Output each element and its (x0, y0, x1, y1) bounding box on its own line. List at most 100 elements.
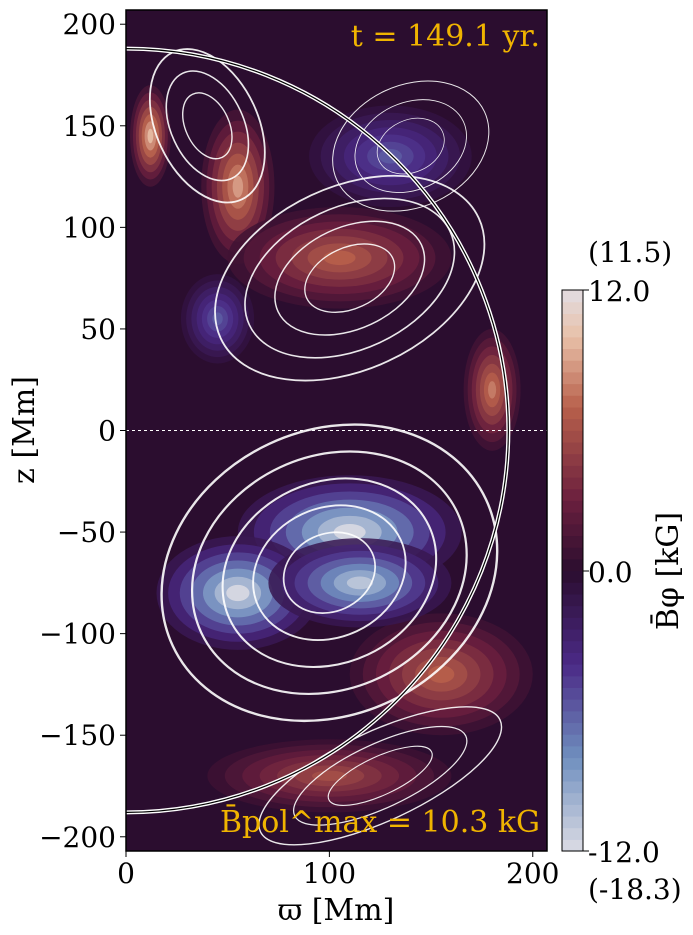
colorbar-band (562, 418, 583, 431)
colorbar-band (562, 371, 583, 385)
field-blob-positive (488, 381, 497, 399)
x-axis-ticks: 0 100 200 (117, 851, 559, 890)
x-tick-label: 0 (117, 857, 135, 890)
colorbar-band (562, 804, 583, 817)
y-tick-label: −200 (39, 821, 116, 854)
colorbar-band (562, 780, 583, 794)
plot-area (125, 9, 548, 852)
colorbar-band (562, 769, 583, 782)
y-tick-label: 50 (80, 313, 116, 346)
colorbar-band (562, 593, 583, 607)
field-blob-positive (311, 770, 347, 782)
colorbar-band (562, 453, 583, 466)
colorbar-gradient (561, 289, 584, 852)
streamline (182, 92, 233, 160)
streamline (332, 80, 490, 212)
colorbar-label: B̄φ [kG] (650, 512, 686, 630)
colorbar-band (562, 395, 583, 408)
field-blob-negative (333, 523, 366, 541)
boundary-circle-inner (126, 48, 509, 813)
field-blob-negative (346, 576, 373, 590)
colorbar-band (562, 617, 583, 630)
colorbar-band (562, 360, 583, 373)
colorbar-band (562, 628, 583, 642)
boundary (126, 46, 547, 815)
colorbar-band (562, 301, 583, 314)
colorbar-band (562, 512, 583, 525)
streamline (258, 706, 503, 846)
y-tick-label: 200 (63, 8, 116, 41)
colorbar-band (562, 699, 583, 712)
x-tick-label: 100 (303, 857, 356, 890)
colorbar-min-label: -12.0 (588, 836, 660, 869)
colorbar-band (562, 745, 583, 759)
streamline (214, 174, 486, 382)
streamlines (148, 48, 503, 846)
streamline (274, 220, 426, 336)
x-axis-label: ϖ [Mm] (278, 893, 395, 928)
y-tick-label: 150 (63, 110, 116, 143)
streamline (221, 477, 438, 668)
streamline (354, 99, 467, 194)
y-tick-label: −100 (39, 618, 116, 651)
x-tick-label: 200 (506, 857, 559, 890)
streamline (190, 450, 468, 696)
colorbar-band (562, 675, 583, 688)
bpol-max-annotation: B̄pol^max = 10.3 kG (220, 804, 540, 840)
streamline (327, 745, 433, 806)
colorbar-band (562, 722, 583, 735)
y-tick-label: −150 (39, 719, 116, 752)
streamline (282, 531, 376, 614)
field-blob-positive (323, 250, 356, 266)
colorbar-band (562, 336, 583, 350)
colorbar-band (562, 348, 583, 361)
colorbar-band (562, 430, 583, 443)
colorbar-band (562, 547, 583, 560)
field-blobs (130, 85, 533, 813)
streamline (376, 117, 445, 175)
field-blob-negative (212, 312, 223, 326)
field-blob-positive (232, 175, 244, 198)
streamline (160, 423, 499, 723)
colorbar-band (562, 523, 583, 537)
colorbar-band (562, 477, 583, 490)
y-axis-ticks: 200 150 100 50 0 −50 −100 −150 −200 (39, 8, 126, 854)
colorbar-band (562, 570, 583, 583)
y-tick-label: −50 (57, 516, 116, 549)
y-tick-label: 100 (63, 211, 116, 244)
colorbar-band (562, 815, 583, 829)
colorbar-band (562, 558, 583, 572)
colorbar-max-label: 12.0 (588, 275, 650, 308)
colorbar-band (562, 792, 583, 805)
field-blob-positive (428, 665, 455, 683)
colorbar-band (562, 827, 583, 840)
colorbar-band (562, 605, 583, 618)
colorbar-band (562, 500, 583, 513)
colorbar-band (562, 313, 583, 326)
time-annotation: t = 149.1 yr. (351, 19, 540, 54)
field-blob-positive (147, 128, 154, 144)
colorbar-band (562, 406, 583, 420)
streamline (292, 725, 468, 826)
y-tick-label: 0 (98, 415, 116, 448)
colorbar-band (562, 839, 583, 852)
streamline (165, 70, 250, 182)
y-axis-label: z [Mm] (7, 376, 42, 484)
field-blob-negative (226, 584, 250, 602)
colorbar-band (562, 664, 583, 677)
colorbar-band (562, 535, 583, 548)
colorbar-mid-label: 0.0 (588, 556, 633, 589)
colorbar-band (562, 290, 583, 303)
colorbar-max-actual: (11.5) (588, 236, 672, 269)
colorbar-band (562, 710, 583, 724)
colorbar-min-actual: (-18.3) (588, 873, 682, 906)
colorbar-band (562, 441, 583, 455)
colorbar-band (562, 582, 583, 595)
colorbar-band (562, 640, 583, 653)
colorbar-band (562, 652, 583, 665)
streamline (304, 243, 396, 313)
colorbar-band (562, 383, 583, 396)
streamline (252, 504, 407, 641)
colorbar-band (562, 734, 583, 747)
